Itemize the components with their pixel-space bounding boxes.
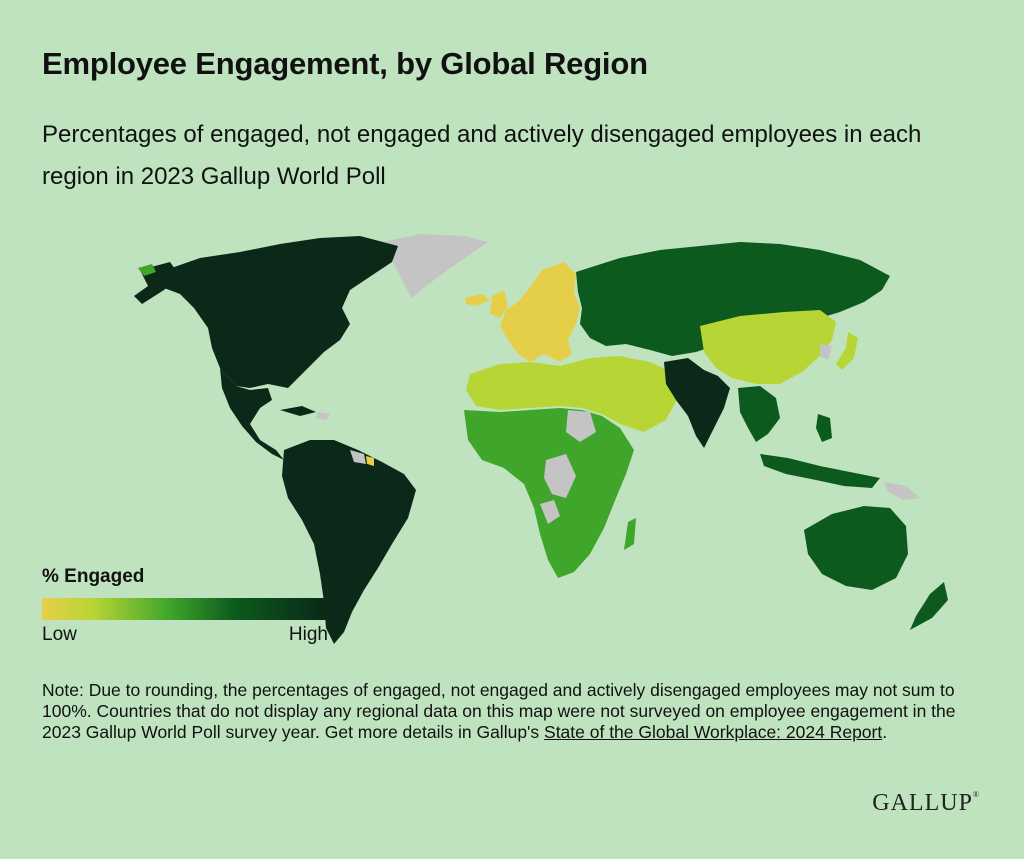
- legend-title: % Engaged: [42, 566, 145, 587]
- page-title: Employee Engagement, by Global Region: [42, 46, 648, 81]
- region-greenland: [382, 234, 488, 298]
- page-subtitle: Percentages of engaged, not engaged and …: [42, 121, 922, 190]
- legend: % Engaged Low High: [42, 566, 332, 646]
- region-iceland: [465, 294, 490, 306]
- footnote: Note: Due to rounding, the percentages o…: [42, 680, 982, 743]
- region-new-zealand: [910, 582, 948, 630]
- region-caribbean-grey: [316, 412, 330, 420]
- region-central-america: [220, 368, 284, 460]
- legend-labels: Low High: [42, 624, 328, 646]
- region-northern-america: [160, 236, 398, 388]
- region-south-asia: [664, 358, 730, 448]
- region-png-grey: [884, 482, 920, 500]
- region-east-asia: [700, 310, 836, 384]
- region-guiana-grey: [350, 450, 366, 464]
- region-korea-grey: [820, 344, 832, 360]
- legend-color-scale: [42, 598, 326, 620]
- region-guiana-yellow: [366, 456, 374, 466]
- region-latin-america: [282, 440, 416, 644]
- region-mena: [466, 356, 680, 432]
- footnote-end: .: [882, 722, 888, 742]
- region-africa-grey-central: [544, 454, 576, 498]
- legend-low-label: Low: [42, 624, 77, 645]
- region-madagascar: [624, 518, 636, 550]
- region-japan: [836, 332, 858, 370]
- region-uk: [490, 290, 508, 318]
- region-philippines: [816, 414, 832, 442]
- footnote-text: Note: Due to rounding, the percentages o…: [42, 680, 956, 742]
- logo-text: GALLUP: [872, 790, 973, 816]
- region-indonesia: [760, 454, 880, 488]
- registered-mark: ®: [972, 790, 980, 799]
- region-southeast-asia: [738, 386, 780, 442]
- region-post-soviet-eurasia: [576, 242, 890, 356]
- region-sub-saharan-africa: [464, 408, 634, 578]
- legend-high-label: High: [288, 624, 328, 645]
- region-caribbean: [280, 406, 316, 416]
- region-europe: [500, 262, 580, 362]
- region-alaska-island: [138, 264, 156, 276]
- report-link[interactable]: State of the Global Workplace: 2024 Repo…: [544, 722, 883, 742]
- world-map: [120, 228, 960, 658]
- region-africa-grey-south: [540, 500, 560, 524]
- gallup-logo: GALLUP®: [872, 790, 980, 817]
- region-africa-grey-north: [566, 410, 596, 442]
- region-australia: [804, 506, 908, 590]
